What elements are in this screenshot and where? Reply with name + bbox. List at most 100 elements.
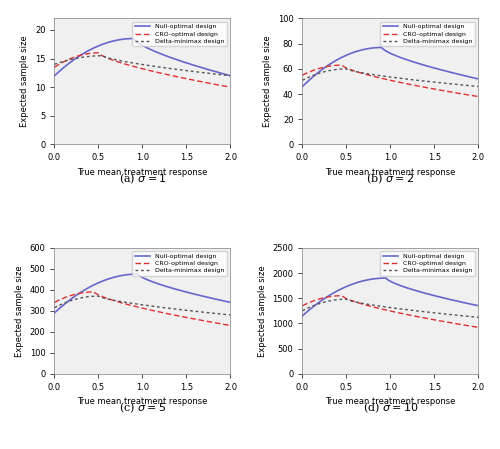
CRO-optimal design <box>339 62 345 68</box>
CRO-optimal design <box>157 309 163 315</box>
Null-optimal design <box>212 69 218 74</box>
Delta-minimax design <box>52 62 58 67</box>
Delta-minimax design <box>228 73 234 79</box>
CRO-optimal design <box>405 312 411 317</box>
Null-optimal design <box>52 310 58 315</box>
Delta-minimax design <box>157 304 163 310</box>
Delta-minimax design <box>157 64 163 70</box>
Line: Delta-minimax design: Delta-minimax design <box>302 69 478 87</box>
Line: Null-optimal design: Null-optimal design <box>54 274 231 313</box>
Null-optimal design <box>460 73 466 78</box>
Null-optimal design <box>157 51 163 56</box>
CRO-optimal design <box>95 50 101 56</box>
CRO-optimal design <box>160 71 166 76</box>
X-axis label: True mean treatment response: True mean treatment response <box>325 168 456 177</box>
CRO-optimal design <box>408 313 414 318</box>
Delta-minimax design <box>52 62 58 67</box>
X-axis label: True mean treatment response: True mean treatment response <box>325 397 456 406</box>
Null-optimal design <box>52 72 58 78</box>
CRO-optimal design <box>460 322 466 327</box>
Delta-minimax design <box>460 313 466 318</box>
Delta-minimax design <box>476 84 482 89</box>
Delta-minimax design <box>343 66 349 71</box>
Delta-minimax design <box>448 312 454 317</box>
Null-optimal design <box>160 282 166 288</box>
Null-optimal design <box>378 45 384 50</box>
X-axis label: True mean treatment response: True mean treatment response <box>78 168 208 177</box>
CRO-optimal design <box>52 299 58 305</box>
Delta-minimax design <box>160 305 166 310</box>
Line: Null-optimal design: Null-optimal design <box>302 48 478 87</box>
Delta-minimax design <box>212 71 218 77</box>
CRO-optimal design <box>404 81 410 87</box>
CRO-optimal design <box>200 79 206 85</box>
CRO-optimal design <box>157 70 163 75</box>
Title: (c) $\sigma = 5$: (c) $\sigma = 5$ <box>119 401 166 415</box>
CRO-optimal design <box>460 91 466 97</box>
Null-optimal design <box>448 297 454 303</box>
X-axis label: True mean treatment response: True mean treatment response <box>78 397 208 406</box>
CRO-optimal design <box>160 310 166 315</box>
CRO-optimal design <box>212 82 218 87</box>
Null-optimal design <box>156 282 162 287</box>
Null-optimal design <box>52 310 58 316</box>
Legend: Null-optimal design, CRO-optimal design, Delta-minimax design: Null-optimal design, CRO-optimal design,… <box>132 22 228 47</box>
Null-optimal design <box>130 36 136 41</box>
Line: Delta-minimax design: Delta-minimax design <box>54 56 231 76</box>
Null-optimal design <box>460 299 466 305</box>
CRO-optimal design <box>300 72 306 78</box>
Legend: Null-optimal design, CRO-optimal design, Delta-minimax design: Null-optimal design, CRO-optimal design,… <box>132 251 228 276</box>
CRO-optimal design <box>476 325 482 330</box>
CRO-optimal design <box>300 303 306 308</box>
Delta-minimax design <box>200 309 206 315</box>
Null-optimal design <box>228 299 234 305</box>
Null-optimal design <box>300 84 306 89</box>
Null-optimal design <box>404 57 410 62</box>
Delta-minimax design <box>460 82 466 88</box>
Title: (a) $\sigma = 1$: (a) $\sigma = 1$ <box>118 171 166 186</box>
Y-axis label: Expected sample size: Expected sample size <box>15 265 24 357</box>
Y-axis label: Expected sample size: Expected sample size <box>263 35 272 127</box>
Delta-minimax design <box>52 304 58 310</box>
CRO-optimal design <box>200 318 206 323</box>
Title: (d) $\sigma = 10$: (d) $\sigma = 10$ <box>362 401 418 415</box>
CRO-optimal design <box>476 94 482 99</box>
Null-optimal design <box>228 73 234 79</box>
CRO-optimal design <box>404 312 410 317</box>
Delta-minimax design <box>212 311 218 316</box>
CRO-optimal design <box>405 81 411 87</box>
Null-optimal design <box>404 285 410 291</box>
Delta-minimax design <box>404 76 410 82</box>
CRO-optimal design <box>52 65 58 70</box>
Delta-minimax design <box>343 296 349 302</box>
Delta-minimax design <box>100 53 105 58</box>
Null-optimal design <box>405 286 411 291</box>
Null-optimal design <box>52 73 58 79</box>
Delta-minimax design <box>156 304 162 310</box>
CRO-optimal design <box>300 303 306 308</box>
Delta-minimax design <box>300 308 306 313</box>
Null-optimal design <box>300 83 306 88</box>
Y-axis label: Expected sample size: Expected sample size <box>258 265 267 357</box>
Delta-minimax design <box>408 308 414 313</box>
Null-optimal design <box>200 66 206 71</box>
Delta-minimax design <box>448 81 454 87</box>
Null-optimal design <box>383 275 389 281</box>
Null-optimal design <box>135 271 141 277</box>
CRO-optimal design <box>408 82 414 87</box>
Line: Delta-minimax design: Delta-minimax design <box>302 299 478 317</box>
Line: CRO-optimal design: CRO-optimal design <box>302 296 478 327</box>
Null-optimal design <box>300 313 306 318</box>
Null-optimal design <box>156 50 162 56</box>
Delta-minimax design <box>300 308 306 313</box>
Delta-minimax design <box>95 293 101 299</box>
CRO-optimal design <box>300 72 306 78</box>
Null-optimal design <box>408 58 414 64</box>
Delta-minimax design <box>404 307 410 313</box>
Legend: Null-optimal design, CRO-optimal design, Delta-minimax design: Null-optimal design, CRO-optimal design,… <box>380 22 476 47</box>
Null-optimal design <box>405 57 411 63</box>
Line: CRO-optimal design: CRO-optimal design <box>54 53 231 87</box>
CRO-optimal design <box>52 299 58 305</box>
Legend: Null-optimal design, CRO-optimal design, Delta-minimax design: Null-optimal design, CRO-optimal design,… <box>380 251 476 276</box>
Delta-minimax design <box>228 313 234 318</box>
